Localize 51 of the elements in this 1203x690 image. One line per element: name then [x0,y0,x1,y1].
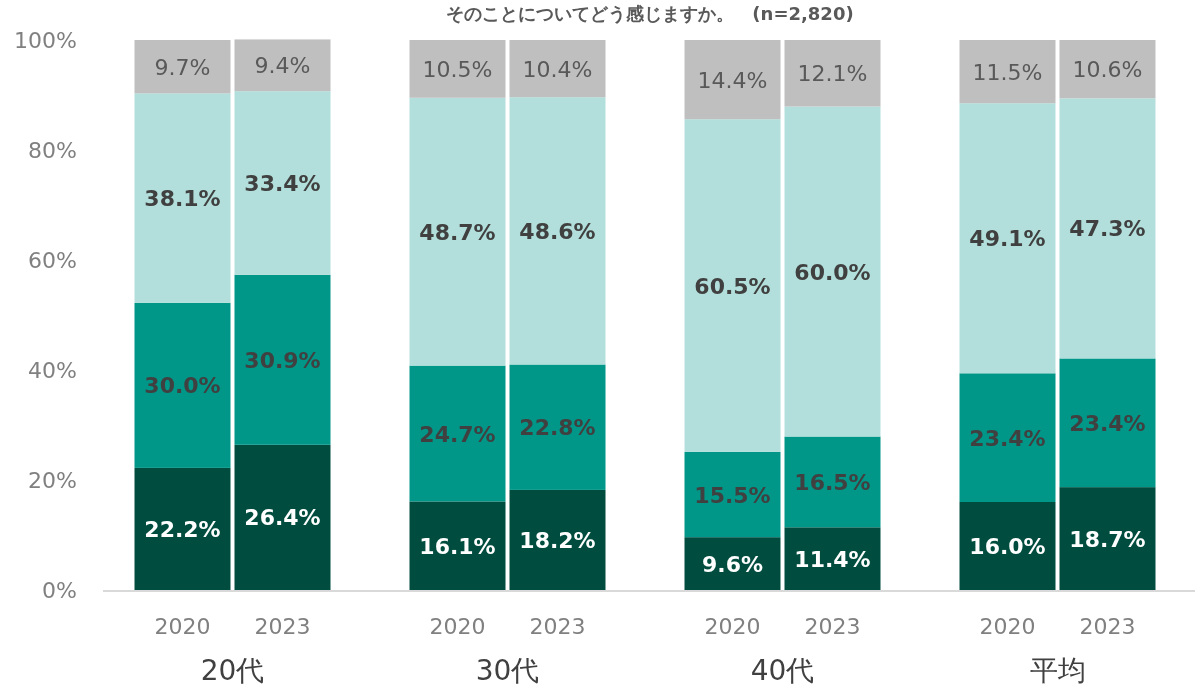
data-label: 23.4% [969,425,1046,451]
data-label: 49.1% [969,226,1046,252]
y-tick-label: 60% [28,248,77,273]
y-tick-label: 0% [42,578,77,603]
data-label: 14.4% [697,67,768,93]
data-label: 10.4% [522,56,593,82]
data-label: 9.6% [701,551,764,577]
x-tick-label: 2023 [254,614,311,639]
y-tick-label: 40% [28,358,77,383]
x-tick-label: 2023 [804,614,861,639]
y-tick-label: 20% [28,468,77,493]
data-label: 18.7% [1069,526,1146,552]
data-label: 33.4% [244,171,321,196]
chart-title: そのことについてどう感じますか。 (n=2,820) [446,3,854,24]
data-label: 23.4% [1069,410,1146,436]
data-label: 9.7% [154,54,211,80]
data-label: 60.5% [694,273,771,299]
data-label: 15.5% [694,482,771,508]
data-label: 10.5% [422,56,493,82]
x-tick-label: 2023 [1079,614,1136,639]
data-label: 16.0% [969,534,1046,559]
data-label: 16.5% [794,469,871,495]
x-tick-label: 2023 [529,614,586,639]
y-tick-label: 80% [28,138,77,163]
data-label: 30.0% [144,373,221,399]
data-label: 60.0% [794,259,871,285]
data-label: 10.6% [1072,57,1143,83]
data-label: 26.4% [244,505,321,531]
data-label: 48.7% [419,219,496,245]
text: 20代 [200,654,265,687]
data-label: 30.9% [244,347,321,373]
data-label: 22.2% [144,516,221,542]
x-tick-label: 2020 [979,614,1036,639]
data-label: 18.2% [519,527,596,553]
x-tick-label: 2020 [704,614,761,639]
data-label: 38.1% [144,186,221,212]
data-label: 48.6% [519,218,596,244]
text: 30代 [475,654,540,687]
data-label: 24.7% [419,421,496,447]
data-label: 11.4% [794,546,871,572]
text: 平均 [1029,654,1086,687]
text: 40代 [750,654,815,687]
data-label: 22.8% [519,415,596,441]
x-tick-label: 2020 [429,614,486,639]
y-tick-label: 100% [14,28,77,53]
data-label: 11.5% [972,59,1043,85]
data-label: 12.1% [797,61,868,87]
x-tick-label: 2020 [154,614,211,639]
data-label: 9.4% [254,53,311,79]
data-label: 47.3% [1069,216,1146,242]
data-label: 16.1% [419,533,496,559]
